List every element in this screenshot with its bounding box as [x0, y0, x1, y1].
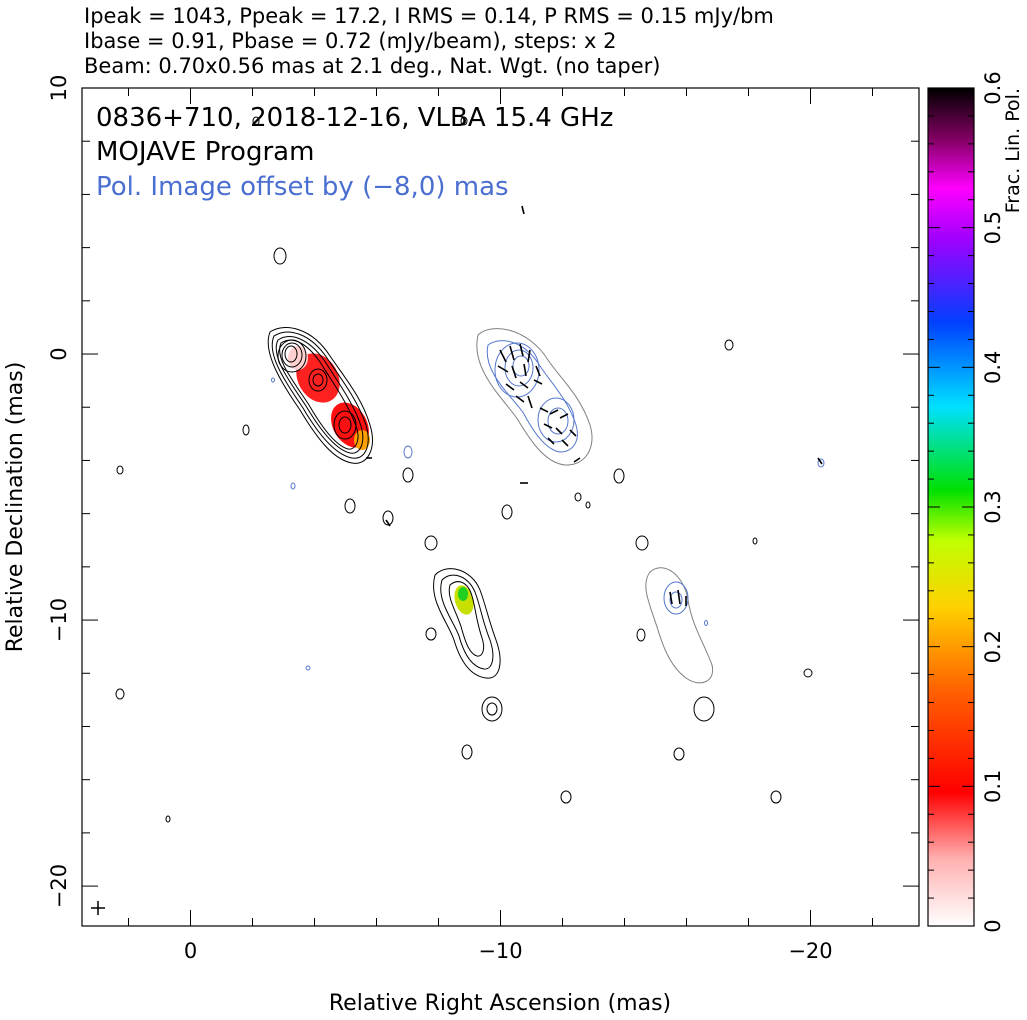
plot-frame	[81, 87, 920, 927]
source-annotation: 0836+710, 2018-12-16, VLBA 15.4 GHz	[96, 103, 613, 133]
pol-intensity-contours	[271, 328, 825, 684]
offset-annotation: Pol. Image offset by (−8,0) mas	[96, 172, 509, 202]
colorbar-tick-label: 0.5	[981, 211, 1005, 244]
evpa-ticks	[366, 205, 823, 606]
y-tick-label: 10	[47, 75, 71, 102]
colorbar-ticks: 0 0.1 0.2 0.3 0.4 0.5 0.6	[928, 71, 1005, 933]
colorbar-tick-label: 0.3	[981, 490, 1005, 523]
program-annotation: MOJAVE Program	[96, 137, 314, 167]
colorbar-tick-label: 0.4	[981, 351, 1005, 384]
x-axis-label: Relative Right Ascension (mas)	[329, 991, 671, 1016]
x-tick-label: −10	[478, 939, 522, 963]
colorbar-tick-label: 0.2	[981, 630, 1005, 663]
x-tick-label: −20	[788, 939, 832, 963]
beam-marker	[91, 901, 105, 915]
x-tick-label: 0	[184, 939, 197, 963]
y-tick-label: 0	[47, 347, 71, 360]
x-axis: 0 −10 −20	[128, 88, 873, 963]
colorbar-tick-label: 0	[981, 919, 1005, 932]
y-tick-label: −20	[47, 864, 71, 908]
colorbar-label: Frac. Lin. Pol.	[1002, 88, 1024, 213]
stokes-i-contours	[115, 116, 813, 823]
header-line-1: Ipeak = 1043, Ppeak = 17.2, I RMS = 0.14…	[84, 4, 774, 28]
image-content	[91, 116, 825, 915]
colorbar-tick-label: 0.1	[981, 770, 1005, 803]
y-tick-label: −10	[47, 598, 71, 642]
y-axis-label: Relative Declination (mas)	[3, 362, 28, 653]
colorbar-tick-label: 0.6	[981, 71, 1005, 104]
y-axis: 10 0 −10 −20	[47, 75, 919, 908]
frac-pol-fill	[288, 346, 474, 615]
header-line-3: Beam: 0.70x0.56 mas at 2.1 deg., Nat. Wg…	[84, 54, 660, 78]
header-line-2: Ibase = 0.91, Pbase = 0.72 (mJy/beam), s…	[84, 29, 616, 53]
